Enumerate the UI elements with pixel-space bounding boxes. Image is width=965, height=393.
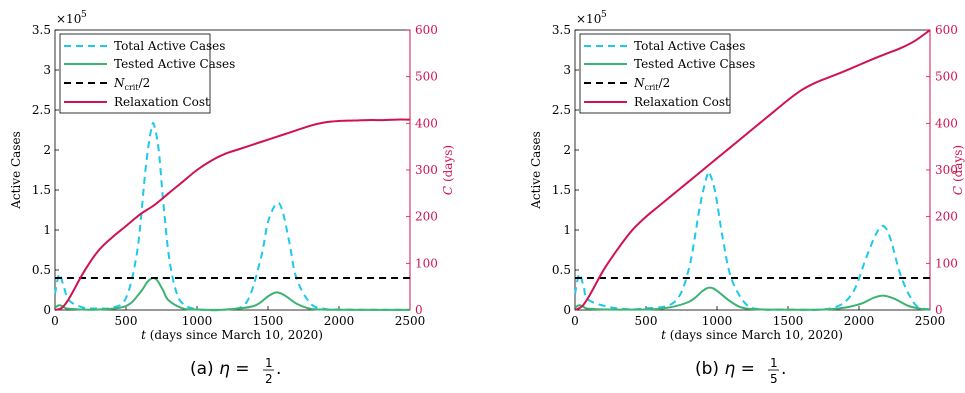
y-right-tick-label: 500 <box>935 70 958 84</box>
legend-label-tested-b: Tested Active Cases <box>634 57 755 71</box>
exponent-b: ×10 <box>576 12 601 26</box>
y-left-tick-label: 2 <box>563 143 571 157</box>
x-tick-label: 1000 <box>702 314 733 328</box>
caption-b-den: 5 <box>770 372 778 386</box>
y-right-tick-label: 100 <box>935 256 958 270</box>
legend-b: Total Active Cases Tested Active Cases N… <box>579 33 755 114</box>
y-left-tick-label: 0 <box>563 303 571 317</box>
legend-label-total-b: Total Active Cases <box>634 39 745 53</box>
x-tick-label: 2500 <box>915 314 946 328</box>
x-tick-label: 2000 <box>324 314 355 328</box>
y-left-tick-label: 3.5 <box>32 23 51 37</box>
caption-a-den: 2 <box>265 372 273 386</box>
legend-label-total-a: Total Active Cases <box>114 39 225 53</box>
y-right-tick-label: 600 <box>415 23 438 37</box>
x-label-a: t (days since March 10, 2020) <box>141 328 323 342</box>
y-left-label-a: Active Cases <box>9 131 23 210</box>
caption-b: (b) η = <box>695 359 755 379</box>
y-right-label-a: C (days) <box>441 145 455 195</box>
y-left-tick-label: 1.5 <box>32 183 51 197</box>
caption-b-num: 1 <box>770 356 778 370</box>
y-left-tick-label: 3.5 <box>552 23 571 37</box>
series-lines-b <box>574 29 931 311</box>
legend-label-cost-b: Relaxation Cost <box>634 95 730 109</box>
y-left-tick-label: 1.5 <box>552 183 571 197</box>
y-right-label-b: C (days) <box>951 145 965 195</box>
y-left-tick-label: 2 <box>43 143 51 157</box>
x-tick-label: 0 <box>571 314 579 328</box>
legend-a: Total Active Cases Tested Active Cases N… <box>59 33 235 114</box>
y-left-tick-label: 0.5 <box>32 263 51 277</box>
legend-box-a <box>59 33 211 114</box>
caption-b-end: . <box>781 359 786 379</box>
chart-panel-b: 0 500 1000 1500 2000 2500 00.511.522.533.5 01… <box>529 10 965 386</box>
y-right-tick-label: 0 <box>415 303 423 317</box>
y-right-tick-label: 400 <box>415 116 438 130</box>
y-right-tick-label: 0 <box>935 303 943 317</box>
x-tick-label: 2000 <box>844 314 875 328</box>
y-left-ticks-b: 0 0.5 1 1.5 2 2.5 3 3.5 <box>552 23 579 317</box>
y-right-tick-label: 200 <box>935 210 958 224</box>
y-left-tick-label: 3 <box>563 63 571 77</box>
x-ticks-b: 0 500 1000 1500 2000 2500 <box>571 306 945 328</box>
caption-a-end: . <box>276 359 281 379</box>
series-lines-a <box>54 118 411 312</box>
x-tick-label: 0 <box>51 314 59 328</box>
caption-a: (a) η = <box>190 359 250 379</box>
y-right-ticks-b: 0 100 200 300 400 500 600 <box>926 23 958 317</box>
chart-panel-a: 0 500 1000 1500 2000 2500 00.511.522.533.5 01… <box>9 10 455 386</box>
y-left-tick-label: 1 <box>563 223 571 237</box>
x-tick-label: 2500 <box>395 314 426 328</box>
legend-label-ncrit-a: Ncrit/2 <box>113 76 150 92</box>
y-left-ticks-a: 0 0.5 1 1.5 2 2.5 3 3.5 <box>32 23 59 317</box>
x-tick-label: 500 <box>635 314 658 328</box>
y-left-tick-label: 3 <box>43 63 51 77</box>
y-right-tick-label: 300 <box>935 163 958 177</box>
legend-box-b <box>579 33 731 114</box>
y-right-ticks-a: 0 100 200 300 400 500 600 <box>406 23 438 317</box>
exponent-power-a: 5 <box>81 10 87 20</box>
series-tested-active-line <box>574 286 931 311</box>
caption-a-num: 1 <box>265 356 273 370</box>
y-right-tick-label: 200 <box>415 210 438 224</box>
exponent-power-b: 5 <box>601 10 607 20</box>
y-left-tick-label: 2.5 <box>32 103 51 117</box>
exponent-a: ×10 <box>56 12 81 26</box>
y-left-tick-label: 1 <box>43 223 51 237</box>
series-relaxation-cost-line <box>54 118 411 311</box>
y-left-label-b: Active Cases <box>529 131 543 210</box>
x-tick-label: 1000 <box>182 314 213 328</box>
x-tick-label: 500 <box>115 314 138 328</box>
x-tick-label: 1500 <box>253 314 284 328</box>
y-right-tick-label: 400 <box>935 116 958 130</box>
x-label-b: t (days since March 10, 2020) <box>661 328 843 342</box>
y-right-tick-label: 100 <box>415 256 438 270</box>
legend-label-tested-a: Tested Active Cases <box>114 57 235 71</box>
x-tick-label: 1500 <box>773 314 804 328</box>
y-left-tick-label: 2.5 <box>552 103 571 117</box>
legend-label-cost-a: Relaxation Cost <box>114 95 210 109</box>
legend-label-ncrit-b: Ncrit/2 <box>633 76 670 92</box>
series-relaxation-cost-line <box>574 29 931 311</box>
y-left-tick-label: 0 <box>43 303 51 317</box>
series-total-active-line <box>574 170 931 311</box>
y-right-tick-label: 500 <box>415 70 438 84</box>
y-right-tick-label: 600 <box>935 23 958 37</box>
y-right-tick-label: 300 <box>415 163 438 177</box>
x-ticks-a: 0 500 1000 1500 2000 2500 <box>51 306 425 328</box>
series-tested-active-line <box>54 276 411 311</box>
y-left-tick-label: 0.5 <box>552 263 571 277</box>
